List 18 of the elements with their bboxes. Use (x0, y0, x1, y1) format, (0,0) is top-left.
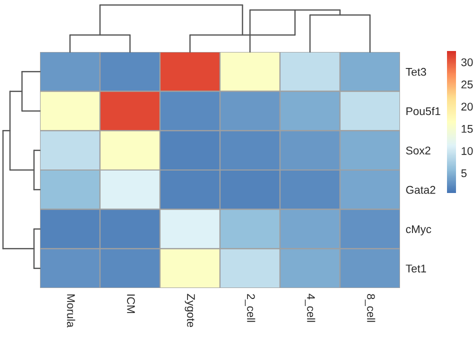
color-bar-label: 5 (461, 169, 467, 178)
x-tick-label: Morula (67, 294, 76, 328)
y-tick-label: Gata2 (406, 186, 436, 194)
y-tick-label: Pou5f1 (406, 106, 440, 116)
y-tick-label: Sox2 (406, 146, 430, 154)
x-tick-label: 2_cell (244, 294, 256, 322)
y-tick-label: Tet3 (406, 68, 426, 76)
y-tick-label: Tet1 (406, 264, 426, 272)
x-tick-label: 4_cell (304, 294, 316, 322)
x-tick-label: 8_cell (364, 294, 376, 322)
color-bar-label: 20 (461, 102, 473, 111)
color-bar-label: 15 (462, 125, 473, 133)
color-bar-label: 10 (462, 147, 473, 155)
color-bar-label: 25 (461, 80, 473, 88)
x-tick-label: ICM (127, 294, 135, 314)
color-bar-label: 30 (461, 58, 473, 66)
y-tick-label: cMyc (406, 225, 432, 236)
x-tick-label: Zygote (184, 294, 195, 328)
